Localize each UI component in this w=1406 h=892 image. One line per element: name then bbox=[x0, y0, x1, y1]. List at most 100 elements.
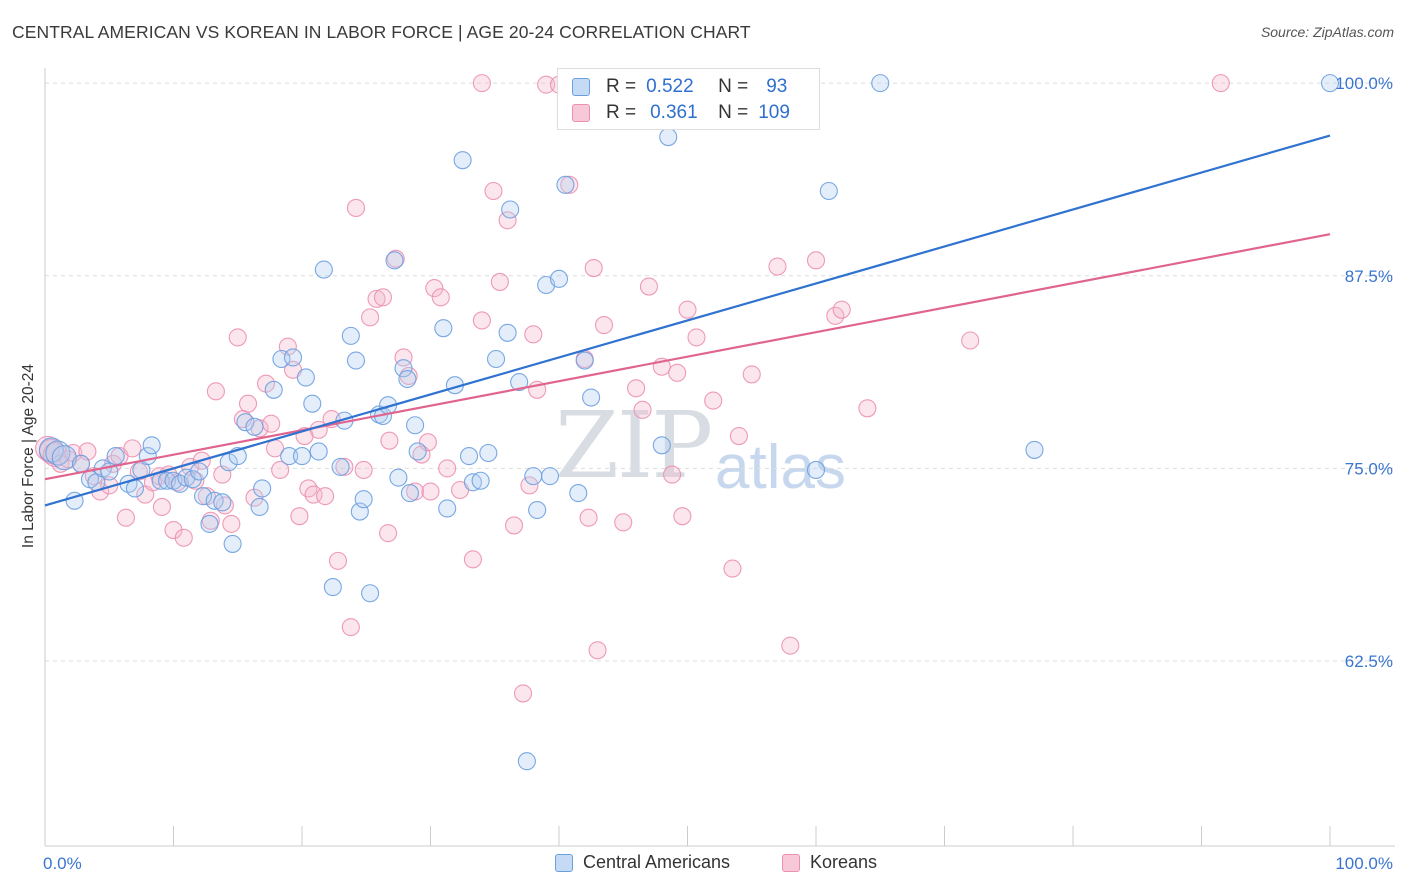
korean-point bbox=[723, 559, 742, 578]
korean-point bbox=[373, 288, 393, 307]
central-american-point bbox=[575, 351, 594, 370]
korean-point bbox=[222, 514, 241, 533]
korean-point bbox=[633, 400, 652, 419]
korean-point bbox=[335, 457, 354, 476]
bottom-legend-central-americans: Central Americans bbox=[555, 852, 730, 873]
korean-point bbox=[1211, 74, 1230, 93]
y-tick-label: 62.5% bbox=[1345, 652, 1393, 671]
korean-point bbox=[367, 289, 386, 308]
central-american-point bbox=[871, 74, 890, 93]
n-value: 93 bbox=[766, 76, 788, 97]
central-american-point bbox=[1025, 440, 1044, 459]
trend-lines bbox=[44, 134, 1331, 507]
central-american-point bbox=[264, 380, 283, 399]
korean-point bbox=[484, 181, 503, 201]
tick-labels: 62.5% 75.0% 87.5% 100.0% 0.0% 100.0% bbox=[43, 74, 1393, 873]
korean-points bbox=[35, 74, 1230, 703]
central-american-point bbox=[394, 359, 413, 378]
central-american-points bbox=[38, 74, 1340, 771]
korean-point bbox=[346, 198, 366, 218]
korean-point bbox=[663, 465, 682, 484]
korean-point bbox=[42, 441, 68, 468]
korean-point bbox=[472, 74, 491, 93]
korean-point bbox=[504, 516, 524, 535]
central-american-point bbox=[819, 181, 838, 201]
chart-source: Source: ZipAtlas.com bbox=[1260, 24, 1394, 40]
korean-point bbox=[704, 391, 723, 410]
korean-point bbox=[271, 460, 290, 480]
central-american-point bbox=[361, 584, 380, 603]
korean-point bbox=[742, 365, 761, 384]
n-value: 109 bbox=[758, 102, 790, 123]
korean-point bbox=[174, 528, 193, 547]
korean-point bbox=[729, 426, 748, 446]
korean-point bbox=[164, 521, 183, 540]
central-american-point bbox=[106, 447, 125, 466]
central-american-point bbox=[479, 443, 498, 463]
korean-point bbox=[490, 272, 509, 291]
korean-point bbox=[431, 288, 450, 307]
central-american-point bbox=[569, 484, 588, 503]
korean-point bbox=[668, 363, 687, 382]
korean-point bbox=[425, 279, 444, 298]
central-american-point bbox=[501, 200, 520, 219]
central-american-point bbox=[205, 491, 224, 510]
central-american-point bbox=[524, 467, 543, 486]
korean-point bbox=[245, 488, 264, 507]
n-label: N = bbox=[718, 76, 749, 97]
series-label: Central Americans bbox=[583, 852, 731, 872]
korean-point bbox=[781, 636, 800, 655]
pink-swatch-icon bbox=[782, 853, 800, 872]
korean-point bbox=[537, 75, 556, 94]
korean-point bbox=[262, 414, 281, 433]
central-american-point bbox=[323, 578, 342, 597]
legend-row-central-americans: R = 0.522 N = 93 bbox=[572, 75, 787, 99]
central-american-point bbox=[272, 349, 291, 369]
central-american-point bbox=[659, 128, 678, 147]
central-american-point bbox=[190, 462, 209, 481]
grid bbox=[45, 82, 1395, 662]
r-label: R = bbox=[606, 102, 637, 123]
central-american-point bbox=[434, 319, 453, 338]
korean-point bbox=[152, 497, 171, 516]
korean-point bbox=[328, 551, 348, 570]
chart-title: CENTRAL AMERICAN VS KOREAN IN LABOR FORC… bbox=[12, 22, 751, 42]
central-american-point bbox=[142, 436, 161, 455]
korean-point bbox=[472, 311, 491, 330]
korean-point bbox=[768, 257, 787, 276]
central-american-point bbox=[582, 388, 601, 407]
central-american-point bbox=[236, 413, 255, 432]
axes bbox=[44, 68, 1395, 847]
korean-point bbox=[379, 524, 398, 543]
korean-point bbox=[687, 328, 706, 347]
central-american-point bbox=[556, 175, 575, 194]
central-american-trend-line bbox=[44, 134, 1331, 507]
central-american-point bbox=[354, 490, 373, 509]
legend-row-koreans: R = 0.361 N = 109 bbox=[572, 101, 790, 125]
korean-point bbox=[463, 550, 482, 569]
korean-point bbox=[123, 439, 142, 458]
central-american-point bbox=[540, 467, 560, 486]
central-american-point bbox=[510, 373, 529, 392]
central-american-point bbox=[408, 442, 427, 461]
central-american-point bbox=[223, 534, 242, 553]
korean-point bbox=[354, 460, 373, 480]
x-tick-label: 0.0% bbox=[43, 854, 82, 873]
central-american-point bbox=[309, 442, 328, 461]
central-american-point bbox=[125, 479, 144, 498]
x-tick-label: 100.0% bbox=[1335, 854, 1393, 873]
korean-point bbox=[806, 251, 826, 270]
r-value: 0.361 bbox=[650, 102, 698, 123]
korean-point bbox=[238, 394, 258, 413]
korean-point bbox=[228, 328, 247, 347]
korean-point bbox=[304, 485, 323, 504]
central-american-point bbox=[346, 351, 366, 370]
r-label: R = bbox=[606, 76, 637, 97]
korean-point bbox=[678, 300, 697, 319]
central-american-point bbox=[463, 473, 482, 492]
korean-point bbox=[206, 382, 225, 401]
korean-point bbox=[594, 316, 614, 335]
central-american-point bbox=[652, 436, 671, 455]
korean-point bbox=[380, 431, 399, 450]
